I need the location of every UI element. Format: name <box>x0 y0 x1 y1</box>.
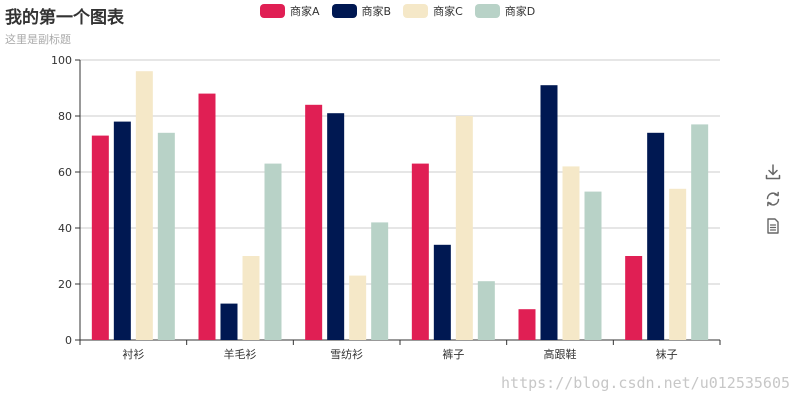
watermark: https://blog.csdn.net/u012535605 <box>501 374 790 392</box>
bar-商家A-袜子 <box>625 256 643 340</box>
y-tick-label-0: 0 <box>65 334 72 347</box>
legend: 商家A 商家B 商家C 商家D <box>260 3 535 19</box>
legend-label-c: 商家C <box>433 5 463 18</box>
legend-item-c[interactable]: 商家C <box>403 3 463 19</box>
bar-商家C-裤子 <box>455 116 473 340</box>
legend-label-a: 商家A <box>290 5 320 18</box>
bar-商家D-袜子 <box>691 124 709 341</box>
chart-subtitle: 这里是副标题 <box>5 33 71 46</box>
legend-label-d: 商家D <box>504 5 536 18</box>
bar-商家C-袜子 <box>669 188 687 340</box>
bar-商家A-高跟鞋 <box>518 309 536 340</box>
bar-商家D-裤子 <box>477 281 495 340</box>
x-tick-label-1: 羊毛衫 <box>224 347 257 361</box>
download-icon[interactable] <box>764 163 782 181</box>
legend-swatch-d <box>474 4 500 18</box>
y-tick-label-40: 40 <box>58 222 72 235</box>
chart-title: 我的第一个图表 <box>5 8 124 28</box>
y-tick-label-80: 80 <box>58 110 72 123</box>
bar-商家B-袜子 <box>647 132 665 340</box>
x-tick-label-0: 衬衫 <box>122 348 144 361</box>
bar-商家A-衬衫 <box>91 135 109 340</box>
bar-商家A-裤子 <box>411 163 429 340</box>
bar-商家C-雪纺衫 <box>349 275 367 340</box>
legend-label-b: 商家B <box>361 5 392 18</box>
bar-商家A-雪纺衫 <box>305 104 323 340</box>
bar-商家C-高跟鞋 <box>562 166 580 340</box>
legend-swatch-c <box>403 4 429 18</box>
legend-item-d[interactable]: 商家D <box>474 3 536 19</box>
bar-商家D-羊毛衫 <box>264 163 282 340</box>
x-tick-label-3: 裤子 <box>442 347 464 361</box>
y-tick-label-100: 100 <box>51 54 72 67</box>
bar-商家B-雪纺衫 <box>327 113 345 340</box>
refresh-icon[interactable] <box>764 190 782 208</box>
x-tick-label-4: 高跟鞋 <box>544 347 577 361</box>
bar-商家A-羊毛衫 <box>198 93 216 340</box>
bar-商家C-衬衫 <box>135 71 153 340</box>
bar-商家C-羊毛衫 <box>242 256 260 340</box>
y-tick-label-60: 60 <box>58 166 72 179</box>
bar-商家D-雪纺衫 <box>371 222 389 340</box>
x-tick-label-5: 袜子 <box>656 347 678 361</box>
data-view-icon[interactable] <box>764 217 782 235</box>
legend-swatch-b <box>331 4 357 18</box>
y-tick-label-20: 20 <box>58 278 72 291</box>
bar-商家D-高跟鞋 <box>584 191 602 340</box>
legend-item-a[interactable]: 商家A <box>260 3 320 19</box>
bar-商家B-裤子 <box>433 244 451 340</box>
bar-商家B-衬衫 <box>113 121 131 340</box>
toolbox <box>764 163 786 235</box>
legend-item-b[interactable]: 商家B <box>331 3 392 19</box>
x-tick-label-2: 雪纺衫 <box>330 347 363 361</box>
bar-商家D-衬衫 <box>157 132 175 340</box>
bar-商家B-羊毛衫 <box>220 303 238 340</box>
bar-商家B-高跟鞋 <box>540 85 558 340</box>
legend-swatch-a <box>260 4 285 18</box>
